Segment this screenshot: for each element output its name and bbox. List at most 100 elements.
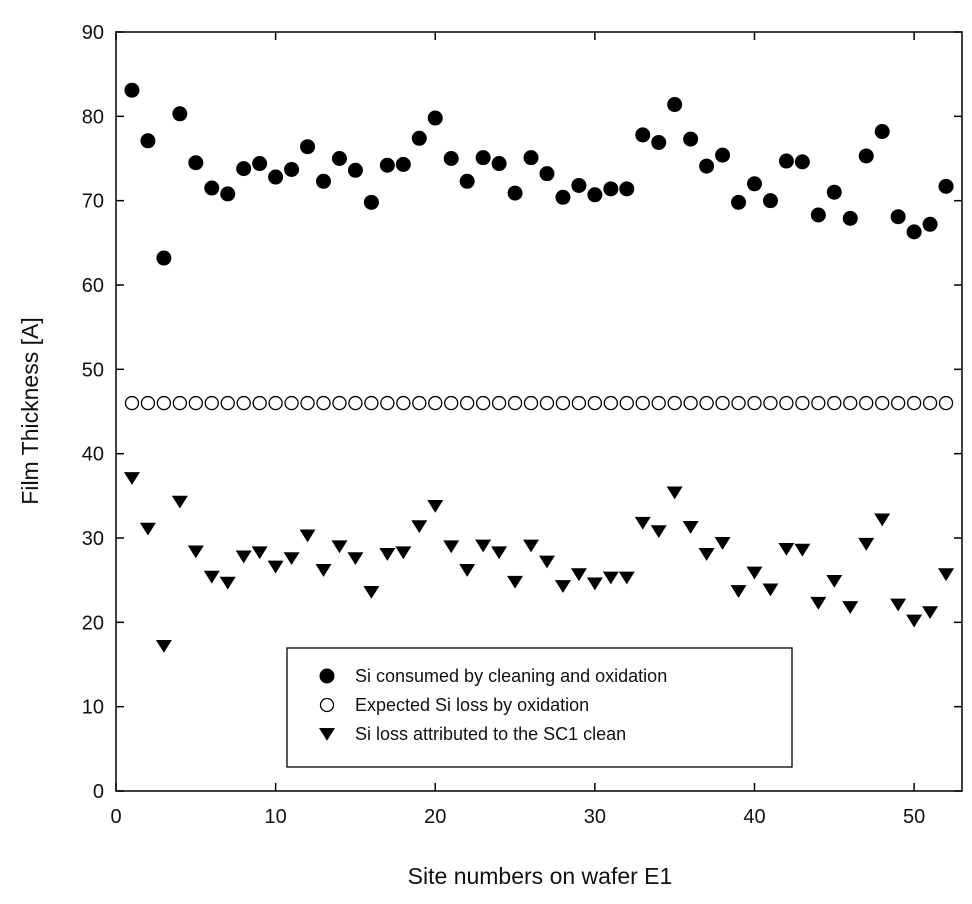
- data-point: [906, 395, 922, 411]
- y-tick-label: 80: [82, 106, 104, 128]
- data-point: [427, 499, 444, 513]
- data-point: [890, 209, 906, 225]
- x-axis-ticks: 0 10 20 30 40 50: [110, 32, 925, 828]
- data-point: [491, 546, 508, 560]
- data-point: [156, 395, 172, 411]
- data-point: [731, 194, 747, 210]
- data-point: [267, 560, 284, 574]
- x-tick-label: 0: [110, 806, 121, 828]
- data-point: [874, 513, 891, 527]
- data-point: [683, 395, 698, 411]
- data-point: [204, 395, 219, 411]
- data-point: [187, 545, 204, 559]
- data-point: [667, 97, 683, 113]
- data-point: [188, 395, 203, 411]
- data-point: [938, 395, 954, 411]
- x-tick-label: 30: [584, 806, 606, 828]
- data-markers: [123, 82, 955, 653]
- y-tick-label: 10: [82, 697, 104, 719]
- data-point: [698, 548, 715, 561]
- data-point: [460, 395, 475, 411]
- data-point: [507, 575, 524, 589]
- y-tick-label: 40: [82, 444, 104, 466]
- data-point: [842, 601, 859, 614]
- data-point: [922, 216, 938, 232]
- data-point: [172, 106, 188, 122]
- data-point: [316, 173, 332, 189]
- y-tick-label: 60: [82, 275, 104, 297]
- data-point: [443, 540, 460, 554]
- data-point: [538, 555, 555, 569]
- data-point: [219, 576, 236, 590]
- data-point: [906, 224, 922, 240]
- data-point: [363, 585, 380, 599]
- data-point: [491, 395, 507, 411]
- data-point: [794, 154, 810, 170]
- legend-marker: [319, 668, 335, 684]
- data-point: [922, 606, 939, 620]
- data-point: [555, 189, 571, 205]
- data-point: [156, 250, 172, 266]
- data-point: [747, 395, 762, 411]
- data-point: [875, 395, 890, 411]
- data-point: [539, 395, 555, 411]
- legend: Si consumed by cleaning and oxidation Exp…: [286, 647, 793, 768]
- data-point: [268, 395, 283, 411]
- data-point: [283, 552, 300, 566]
- data-point: [443, 151, 459, 166]
- data-point: [843, 395, 858, 411]
- series-2: [124, 395, 954, 411]
- data-point: [699, 158, 715, 174]
- data-point: [347, 552, 364, 566]
- y-axis-ticks: 0 10 20 30 40 50 60 70 80 90: [82, 22, 962, 803]
- data-point: [746, 176, 762, 192]
- data-point: [220, 395, 235, 411]
- x-tick-label: 10: [264, 806, 286, 828]
- data-point: [395, 156, 411, 172]
- data-point: [124, 395, 140, 411]
- data-point: [284, 395, 299, 411]
- data-point: [922, 395, 938, 411]
- data-point: [299, 529, 316, 543]
- data-point: [124, 82, 140, 98]
- data-point: [364, 395, 379, 411]
- data-point: [587, 187, 603, 203]
- data-point: [316, 395, 331, 411]
- data-point: [827, 395, 842, 411]
- data-point: [459, 564, 476, 577]
- data-point: [236, 395, 251, 411]
- data-point: [762, 193, 778, 209]
- data-point: [778, 153, 794, 169]
- data-point: [714, 537, 731, 550]
- x-axis-title: Site numbers on wafer E1: [408, 863, 673, 889]
- data-point: [619, 181, 635, 197]
- data-point: [444, 395, 459, 411]
- data-point: [858, 537, 875, 551]
- data-point: [650, 525, 667, 539]
- data-point: [570, 568, 587, 582]
- data-point: [618, 571, 635, 585]
- data-point: [396, 395, 411, 411]
- data-point: [731, 395, 746, 411]
- data-point: [252, 156, 268, 172]
- data-point: [300, 395, 315, 411]
- data-point: [236, 161, 252, 177]
- y-tick-label: 30: [82, 528, 104, 550]
- data-point: [859, 395, 874, 411]
- data-point: [363, 194, 379, 210]
- data-point: [203, 570, 220, 584]
- data-point: [667, 395, 682, 411]
- data-point: [332, 395, 347, 411]
- data-point: [380, 395, 395, 411]
- data-point: [810, 596, 827, 610]
- x-tick-label: 40: [743, 806, 765, 828]
- legend-label: Si loss attributed to the SC1 clean: [355, 724, 626, 744]
- y-tick-label: 0: [93, 781, 104, 803]
- data-point: [602, 571, 619, 585]
- data-point: [906, 614, 923, 628]
- data-point: [411, 520, 428, 533]
- legend-marker: [319, 697, 335, 713]
- data-point: [842, 210, 858, 226]
- data-point: [188, 155, 204, 171]
- data-point: [315, 564, 332, 577]
